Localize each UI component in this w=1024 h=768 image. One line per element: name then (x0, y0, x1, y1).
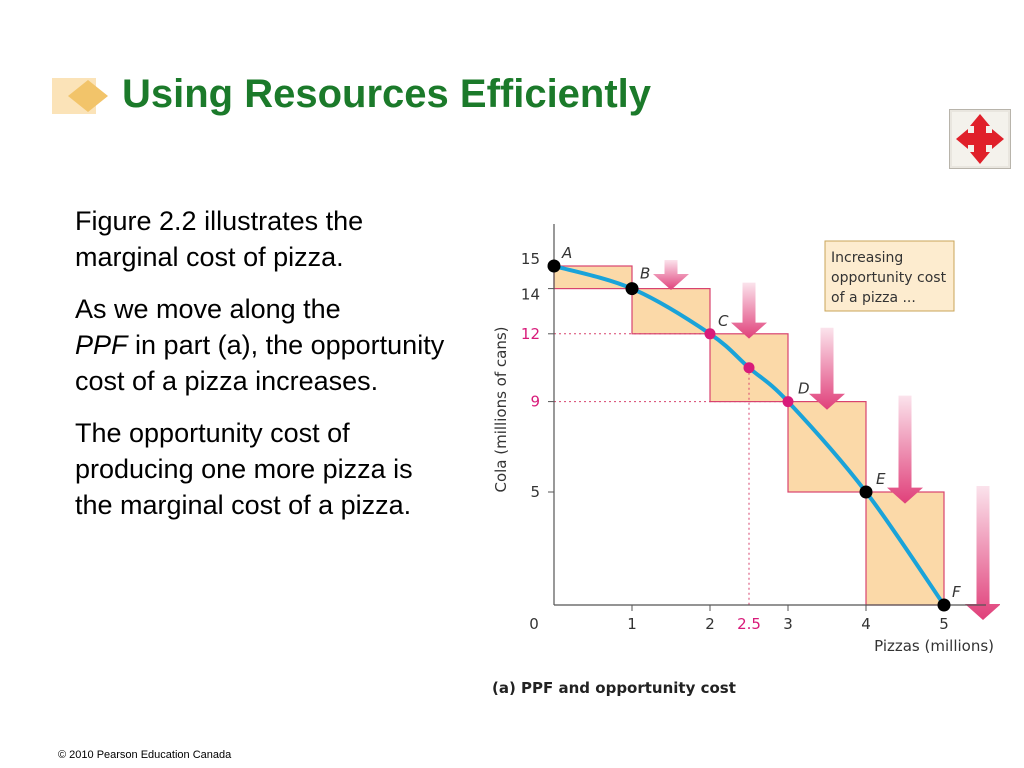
annotation-text-line: of a pizza ... (831, 290, 916, 306)
body-text: Figure 2.2 illustrates the marginal cost… (75, 203, 445, 539)
point-label: B (640, 265, 650, 283)
annotation-background (824, 240, 955, 312)
paragraph-2-end: in part (a), the opportunity cost of a p… (75, 330, 445, 396)
annotation-text-line: Increasing (831, 250, 903, 266)
point-b (625, 282, 639, 296)
point-label: D (798, 380, 810, 398)
x-tick-label: 2.5 (737, 615, 761, 633)
opportunity-cost-arrow (731, 282, 767, 339)
slide-title: Using Resources Efficiently (122, 72, 652, 116)
paragraph-1: Figure 2.2 illustrates the marginal cost… (75, 206, 364, 272)
x-tick-label: 1 (627, 615, 637, 633)
paragraph-2-start: As we move along the (75, 294, 341, 324)
annotation-text-line: opportunity cost (831, 270, 947, 286)
point-midpoint (743, 362, 755, 374)
y-tick-label: 15 (521, 250, 540, 268)
point-label: F (952, 583, 961, 601)
y-axis-title: Cola (millions of cans) (492, 326, 510, 492)
point-c (704, 328, 716, 340)
paragraph-2: As we move along the PPF in part (a), the… (75, 291, 445, 399)
title-decoration (52, 78, 108, 114)
opportunity-cost-arrow (887, 395, 923, 504)
point-f (937, 598, 951, 612)
y-tick-label: 12 (521, 325, 540, 343)
opportunity-cost-arrow (809, 327, 845, 410)
y-tick-label: 5 (530, 483, 540, 501)
ppf-term: PPF (75, 330, 128, 360)
point-d (782, 396, 794, 408)
chart-caption: (a) PPF and opportunity cost (492, 679, 736, 697)
x-tick-label: 5 (939, 615, 949, 633)
four-way-arrows-icon (949, 109, 1011, 169)
x-tick-label: 0 (529, 615, 539, 633)
x-tick-label: 4 (861, 615, 871, 633)
opportunity-cost-arrow (653, 260, 689, 290)
copyright-footer: © 2010 Pearson Education Canada (58, 749, 232, 761)
navigation-button[interactable] (949, 109, 1011, 169)
point-label: E (876, 470, 886, 488)
annotation-box: Increasing opportunity cost of a pizza ... (824, 240, 955, 312)
opportunity-cost-arrow (965, 486, 1000, 620)
x-tick-label: 2 (705, 615, 715, 633)
x-axis-title: Pizzas (millions) (874, 637, 994, 655)
point-label: A (561, 244, 572, 262)
x-tick-label: 3 (783, 615, 793, 633)
y-tick-label: 9 (530, 393, 540, 411)
point-e (859, 485, 873, 499)
point-label: C (718, 312, 729, 330)
paragraph-3: The opportunity cost of producing one mo… (75, 418, 413, 520)
point-a (547, 259, 561, 273)
y-tick-label: 14 (521, 286, 540, 304)
